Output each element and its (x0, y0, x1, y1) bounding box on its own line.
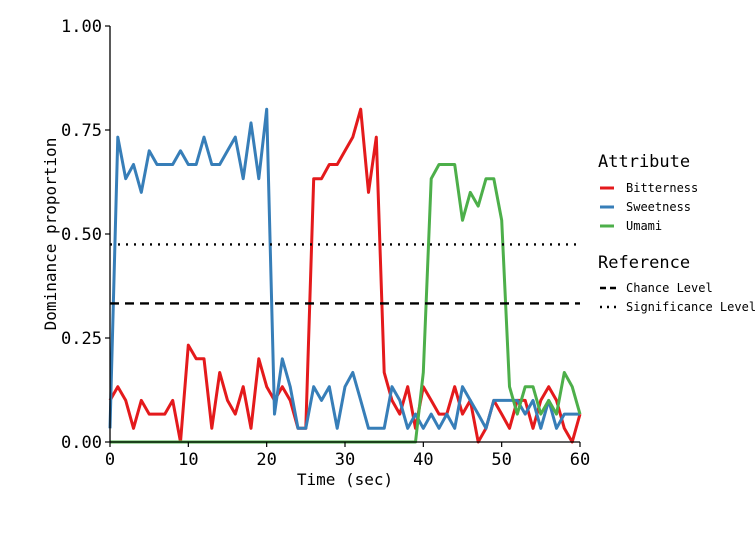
x-tick-label: 0 (105, 450, 115, 470)
y-tick-label: 0.75 (61, 121, 102, 141)
series-line-bitterness (108, 107, 582, 444)
y-tick-label: 0.25 (61, 329, 102, 349)
legend-label-significance-level: Significance Level (626, 300, 756, 314)
x-tick-label: 50 (491, 450, 511, 470)
legend-label-umami: Umami (626, 219, 662, 233)
legend-title-reference: Reference (598, 253, 690, 273)
reference-lines (110, 243, 580, 305)
legend-title-attribute: Attribute (598, 152, 690, 172)
legend-attribute-items: Bitterness Sweetness Umami (600, 181, 698, 233)
x-tick-label: 40 (413, 450, 433, 470)
x-tick-label: 20 (256, 450, 276, 470)
y-axis-title: Dominance proportion (41, 138, 60, 331)
y-tick-label: 0.50 (61, 225, 102, 245)
x-ticks: 0 10 20 30 40 50 60 (105, 442, 590, 470)
series-line-sweetness (108, 107, 580, 430)
x-tick-label: 30 (335, 450, 355, 470)
y-tick-label: 0.00 (61, 433, 102, 453)
y-ticks: 0.00 0.25 0.50 0.75 1.00 (61, 17, 110, 453)
legend: Attribute Bitterness Sweetness Umami Refer… (598, 152, 756, 314)
legend-label-bitterness: Bitterness (626, 181, 698, 195)
x-tick-label: 10 (178, 450, 198, 470)
x-axis-title: Time (sec) (297, 470, 393, 489)
legend-label-chance-level: Chance Level (626, 281, 713, 295)
x-tick-label: 60 (570, 450, 590, 470)
legend-reference-items: Chance Level Significance Level (600, 281, 756, 314)
legend-label-sweetness: Sweetness (626, 200, 691, 214)
series-lines (108, 107, 582, 444)
y-tick-label: 1.00 (61, 17, 102, 37)
